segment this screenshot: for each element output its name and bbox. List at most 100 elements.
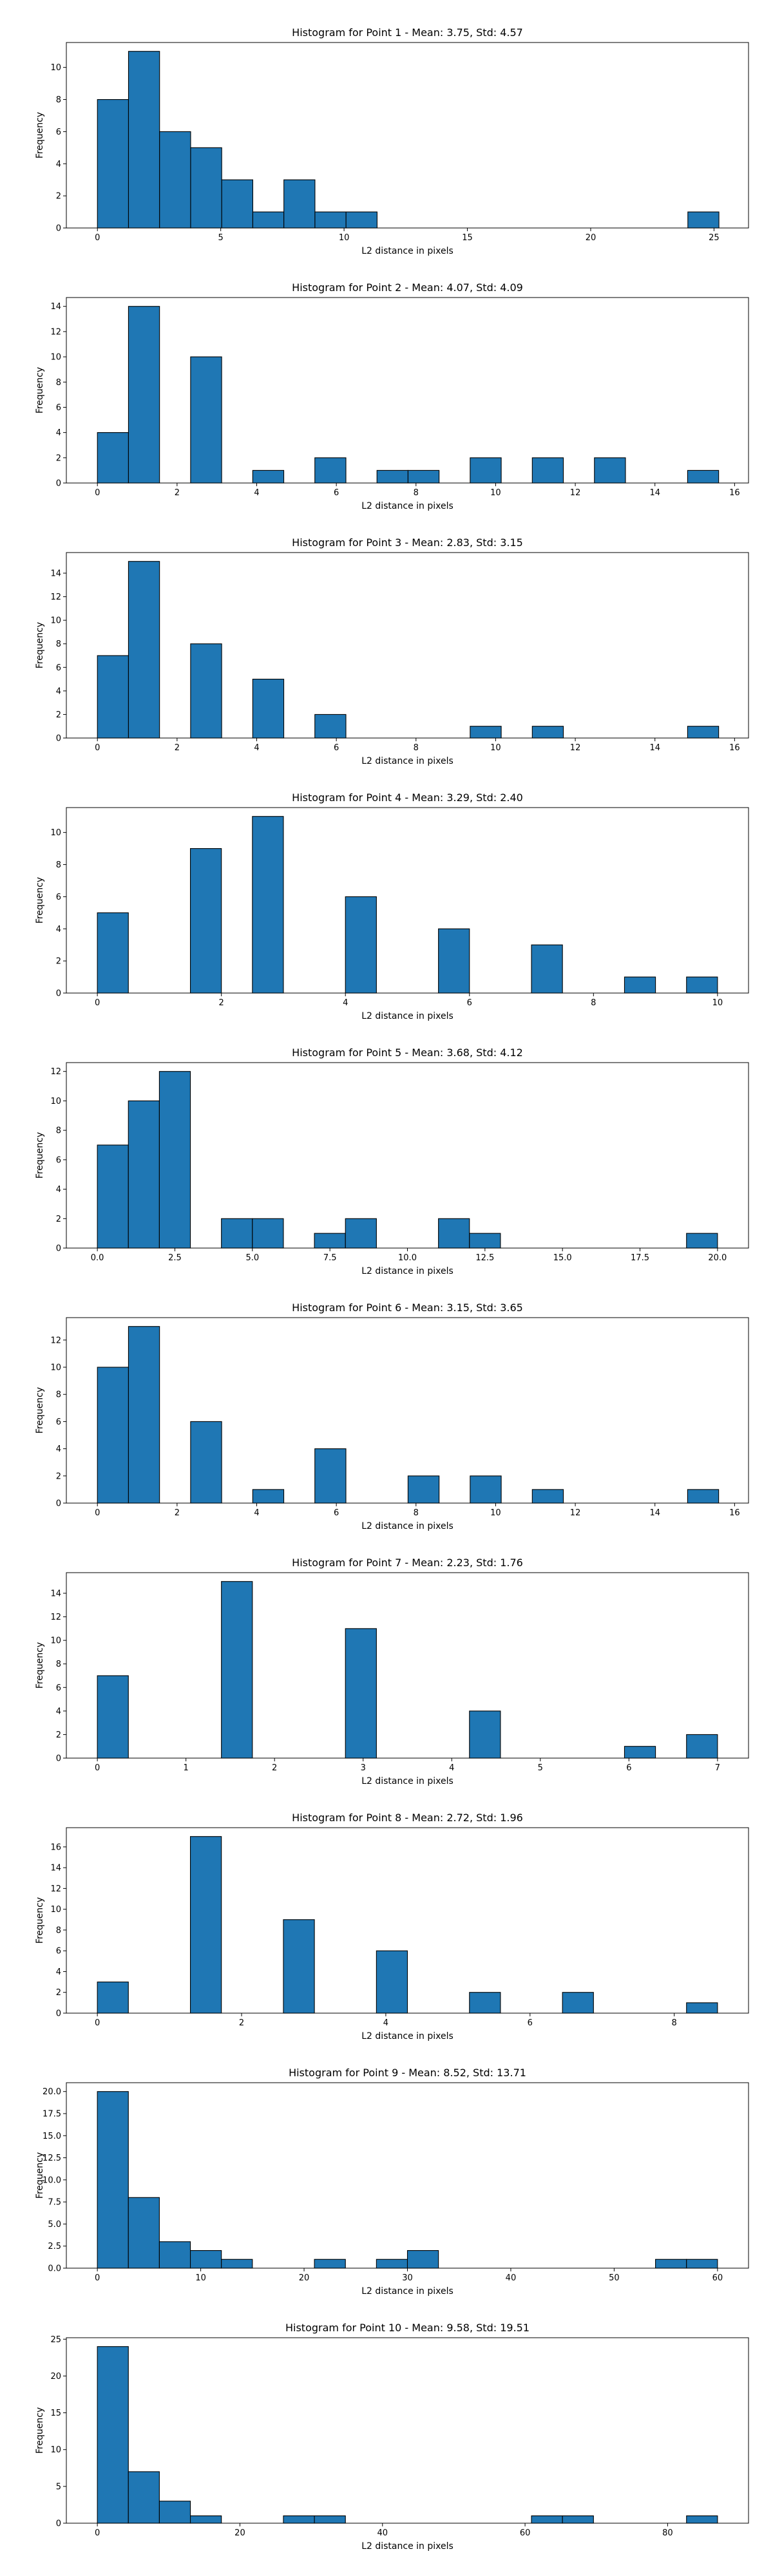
histogram-bar (314, 1448, 347, 1504)
histogram-bar (97, 2346, 129, 2524)
x-tick-label: 7.5 (323, 1253, 337, 1263)
y-tick-label: 6 (56, 663, 61, 673)
x-tick-label: 2 (219, 998, 224, 1008)
y-tick-label: 20.0 (43, 2087, 61, 2097)
histogram-bar (97, 655, 129, 739)
histogram-bar (252, 1489, 285, 1504)
histogram-bar (469, 1710, 501, 1759)
y-tick-label: 12 (50, 327, 61, 337)
x-tick-label: 8 (672, 2018, 677, 2028)
histogram-chart: Histogram for Point 2 - Mean: 4.07, Std:… (35, 281, 749, 511)
histogram-bar (189, 2515, 222, 2524)
x-tick-label: 15.0 (553, 1253, 572, 1263)
y-tick-label: 8 (56, 1926, 61, 1935)
x-tick-label: 4 (449, 1763, 454, 1773)
y-tick-label: 0 (56, 224, 61, 234)
x-tick-label: 10.0 (398, 1253, 417, 1263)
y-tick-label: 20 (50, 2372, 61, 2382)
histogram-bar (562, 2515, 594, 2524)
y-tick-label: 10 (50, 1636, 61, 1646)
x-axis-label: L2 distance in pixels (361, 501, 453, 511)
x-tick-label: 4 (343, 998, 348, 1008)
x-axis-label: L2 distance in pixels (361, 2031, 453, 2041)
x-tick-label: 20 (299, 2273, 310, 2283)
x-tick-label: 6 (626, 1763, 631, 1773)
histogram-bar (531, 2515, 563, 2524)
x-axis-label: L2 distance in pixels (361, 1011, 453, 1021)
y-tick-label: 10 (50, 1905, 61, 1915)
x-tick-label: 8 (414, 1508, 419, 1518)
y-tick-label: 6 (56, 1947, 61, 1956)
x-tick-label: 20 (234, 2528, 245, 2538)
x-tick-label: 1 (184, 1763, 189, 1773)
x-tick-label: 4 (254, 1508, 259, 1518)
histogram-bar (189, 848, 222, 994)
histogram-chart: Histogram for Point 4 - Mean: 3.29, Std:… (35, 791, 749, 1021)
histogram-bar (655, 2259, 687, 2269)
histogram-bar (686, 1233, 718, 1249)
y-axis-label: Frequency (35, 622, 45, 668)
histogram-bar (189, 2250, 222, 2269)
x-tick-label: 4 (254, 488, 259, 498)
x-tick-label: 16 (729, 1508, 740, 1518)
histogram-bar (221, 1218, 253, 1249)
histogram-bar (407, 469, 440, 484)
y-tick-label: 2 (56, 710, 61, 720)
x-tick-label: 8 (414, 743, 419, 753)
y-tick-label: 14 (50, 302, 61, 312)
y-tick-label: 14 (50, 569, 61, 579)
y-tick-label: 8 (56, 378, 61, 388)
x-tick-label: 12.5 (475, 1253, 494, 1263)
x-axis-label: L2 distance in pixels (361, 2541, 453, 2552)
y-tick-label: 2 (56, 453, 61, 463)
x-tick-label: 60 (520, 2528, 531, 2538)
histogram-panel: Histogram for Point 2 - Mean: 4.07, Std:… (0, 270, 773, 526)
x-tick-label: 14 (649, 488, 660, 498)
x-axis-label: L2 distance in pixels (361, 1266, 453, 1276)
y-tick-label: 4 (56, 1444, 61, 1454)
y-tick-label: 8 (56, 639, 61, 649)
chart-title: Histogram for Point 6 - Mean: 3.15, Std:… (292, 1302, 523, 1314)
x-tick-label: 16 (729, 488, 740, 498)
y-tick-label: 2 (56, 1472, 61, 1481)
histogram-bar (97, 432, 129, 484)
y-tick-label: 10 (50, 1097, 61, 1106)
x-tick-label: 10 (339, 233, 350, 243)
y-tick-label: 8 (56, 95, 61, 105)
histogram-bar (97, 1675, 129, 1759)
plot-frame (66, 2337, 749, 2524)
x-tick-label: 2 (175, 743, 180, 753)
histogram-bar (469, 1992, 501, 2014)
x-axis-label: L2 distance in pixels (361, 1776, 453, 1786)
histogram-bar (314, 457, 347, 484)
x-tick-label: 30 (402, 2273, 413, 2283)
y-tick-label: 0 (56, 1499, 61, 1509)
x-tick-label: 0 (95, 2273, 100, 2283)
x-tick-label: 6 (334, 488, 339, 498)
histogram-bar (252, 211, 285, 229)
y-tick-label: 2 (56, 1988, 61, 1998)
plot-frame (66, 1572, 749, 1759)
y-tick-label: 4 (56, 1185, 61, 1195)
x-tick-label: 40 (377, 2528, 388, 2538)
histogram-bar (283, 2515, 315, 2524)
histogram-bar (190, 356, 222, 484)
histogram-bar (345, 1218, 377, 1249)
histogram-chart: Histogram for Point 7 - Mean: 2.23, Std:… (35, 1557, 749, 1786)
histogram-bar (189, 1836, 222, 2014)
x-tick-label: 0.0 (91, 1253, 104, 1263)
y-tick-label: 25 (50, 2335, 61, 2345)
y-tick-label: 8 (56, 860, 61, 870)
x-tick-label: 0 (95, 2528, 100, 2538)
histogram-bar (252, 816, 284, 994)
histogram-bar (314, 714, 347, 739)
y-tick-label: 6 (56, 128, 61, 137)
x-tick-label: 17.5 (631, 1253, 649, 1263)
y-tick-label: 7.5 (48, 2198, 61, 2208)
y-tick-label: 16 (50, 1842, 61, 1852)
x-tick-label: 50 (609, 2273, 620, 2283)
y-tick-label: 14 (50, 1864, 61, 1873)
chart-title: Histogram for Point 1 - Mean: 3.75, Std:… (292, 26, 523, 39)
histogram-chart: Histogram for Point 10 - Mean: 9.58, Std… (35, 2322, 749, 2552)
histogram-bar (470, 726, 502, 739)
